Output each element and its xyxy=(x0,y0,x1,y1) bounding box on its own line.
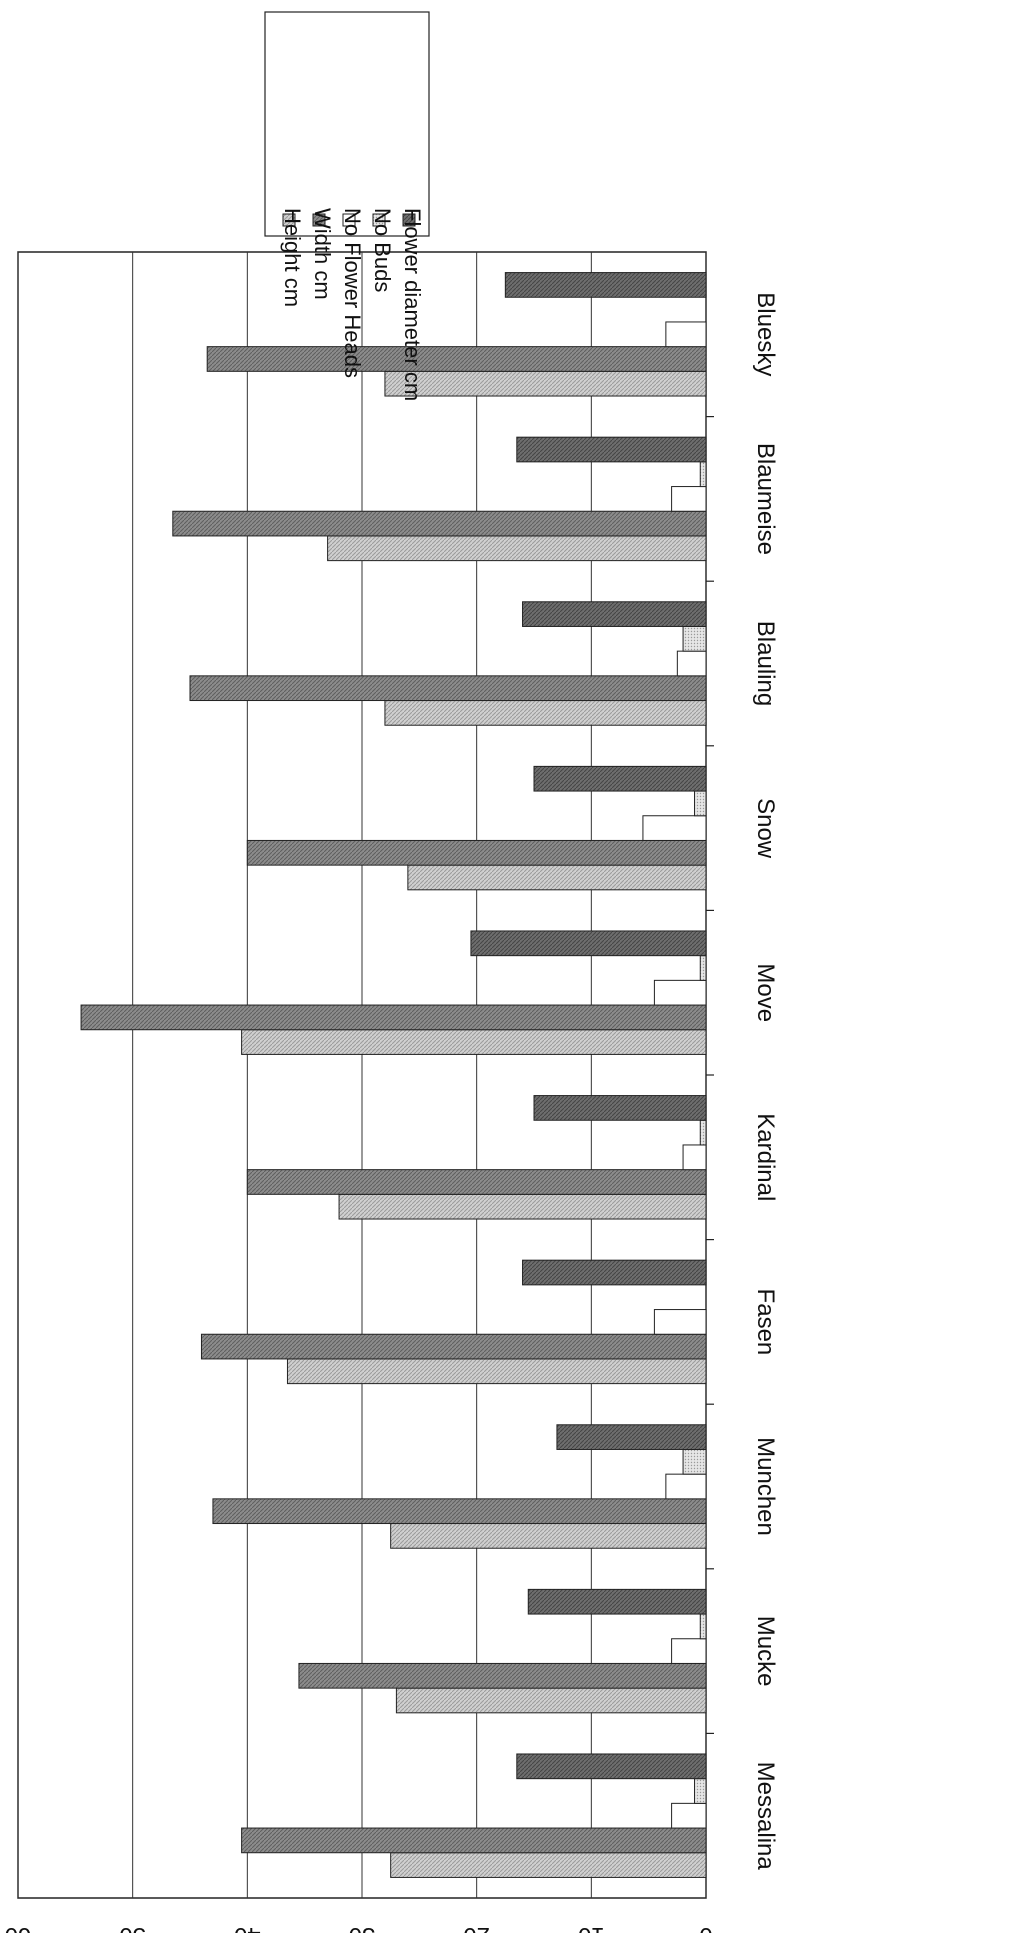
legend: Height cm Width cm No Flower Heads No Buds F… xyxy=(264,11,430,401)
bar-kardinal-flower-diameter-cm xyxy=(533,1095,707,1121)
category-label-munchen: Munchen xyxy=(752,1437,779,1536)
legend-label-no-buds: No Buds xyxy=(370,208,395,292)
legend-box xyxy=(264,11,430,237)
bar-blaumeise-no-buds xyxy=(699,461,707,488)
bar-kardinal-width-cm xyxy=(246,1169,707,1195)
bar-snow-width-cm xyxy=(246,839,707,866)
bar-bluesky-width-cm xyxy=(206,346,707,372)
bar-fasen-width-cm xyxy=(200,1333,707,1360)
legend-label-flower-diameter-cm: Flower diameter cm xyxy=(400,208,425,401)
category-label-messalina: Messalina xyxy=(752,1762,779,1871)
bar-kardinal-no-flower-heads xyxy=(682,1144,707,1171)
category-label-kardinal: Kardinal xyxy=(752,1113,779,1201)
bar-messalina-flower-diameter-cm xyxy=(516,1753,707,1780)
bar-fasen-flower-diameter-cm xyxy=(522,1259,707,1286)
category-label-mucke: Mucke xyxy=(752,1616,779,1687)
bar-munchen-flower-diameter-cm xyxy=(556,1424,707,1450)
bar-munchen-height-cm xyxy=(390,1523,707,1549)
bar-munchen-width-cm xyxy=(212,1498,707,1525)
bar-snow-no-buds xyxy=(694,790,707,817)
bar-snow-flower-diameter-cm xyxy=(533,765,707,792)
tick-label-10: 10 xyxy=(578,1922,605,1933)
bar-mucke-height-cm xyxy=(395,1687,707,1714)
bar-munchen-no-buds xyxy=(682,1448,707,1475)
bar-fasen-height-cm xyxy=(286,1358,707,1385)
bar-snow-height-cm xyxy=(407,864,707,891)
category-label-move: Move xyxy=(752,963,779,1022)
bar-blauling-flower-diameter-cm xyxy=(522,601,707,627)
bar-blauling-no-flower-heads xyxy=(676,650,707,677)
bar-blauling-height-cm xyxy=(384,700,707,726)
bar-snow-no-flower-heads xyxy=(642,815,707,841)
bar-mucke-no-flower-heads xyxy=(671,1638,707,1664)
legend-swatch-hatch xyxy=(282,213,296,227)
bar-move-width-cm xyxy=(80,1004,707,1031)
category-label-fasen: Fasen xyxy=(752,1289,779,1356)
bar-mucke-no-buds xyxy=(699,1613,707,1640)
bar-blauling-no-buds xyxy=(682,625,707,652)
legend-label-no-flower-heads: No Flower Heads xyxy=(340,208,365,378)
bar-bluesky-height-cm xyxy=(384,370,707,397)
bar-blaumeise-width-cm xyxy=(172,510,707,537)
category-labels: Messalina Mucke Munchen Fasen Kardinal Move Sn… xyxy=(752,292,779,1870)
bars xyxy=(80,272,707,1878)
grid-lines xyxy=(17,251,707,1899)
bar-move-height-cm xyxy=(241,1029,707,1055)
legend-swatch-dark xyxy=(312,213,326,227)
bar-fasen-no-flower-heads xyxy=(653,1309,707,1335)
tick-label-50: 50 xyxy=(119,1922,146,1933)
bar-kardinal-height-cm xyxy=(338,1193,707,1220)
bar-messalina-height-cm xyxy=(390,1852,707,1878)
legend-swatch-plain xyxy=(342,213,356,227)
legend-label-width-cm: Width cm xyxy=(310,208,335,300)
bar-messalina-width-cm xyxy=(241,1827,707,1854)
tick-label-60: 60 xyxy=(5,1922,32,1933)
bar-mucke-width-cm xyxy=(298,1662,707,1689)
tick-label-20: 20 xyxy=(463,1922,490,1933)
tick-label-30: 30 xyxy=(349,1922,376,1933)
legend-swatch-darker xyxy=(402,213,416,227)
bar-kardinal-no-buds xyxy=(699,1119,707,1146)
bar-bluesky-flower-diameter-cm xyxy=(504,272,707,298)
bar-move-flower-diameter-cm xyxy=(470,930,707,957)
legend-swatch-dots xyxy=(372,213,386,227)
bar-munchen-no-flower-heads xyxy=(665,1473,707,1500)
bar-blauling-width-cm xyxy=(189,675,707,702)
tick-label-40: 40 xyxy=(234,1922,261,1933)
bar-mucke-flower-diameter-cm xyxy=(527,1588,707,1615)
bar-messalina-no-flower-heads xyxy=(671,1802,707,1829)
tick-label-0: 0 xyxy=(699,1922,712,1933)
bar-blaumeise-flower-diameter-cm xyxy=(516,436,707,463)
bar-messalina-no-buds xyxy=(694,1778,707,1804)
category-label-snow: Snow xyxy=(752,798,779,859)
bar-move-no-buds xyxy=(699,955,707,981)
category-label-blaumeise: Blaumeise xyxy=(752,443,779,555)
category-label-blauling: Blauling xyxy=(752,621,779,706)
bar-bluesky-no-flower-heads xyxy=(665,321,707,348)
bar-blaumeise-no-flower-heads xyxy=(671,486,707,512)
bar-move-no-flower-heads xyxy=(653,979,707,1006)
axes: 0 10 20 30 40 50 60 xyxy=(5,416,714,1933)
legend-label-height-cm: Height cm xyxy=(280,208,305,307)
bar-blaumeise-height-cm xyxy=(327,535,707,562)
category-label-bluesky: Bluesky xyxy=(752,292,779,376)
